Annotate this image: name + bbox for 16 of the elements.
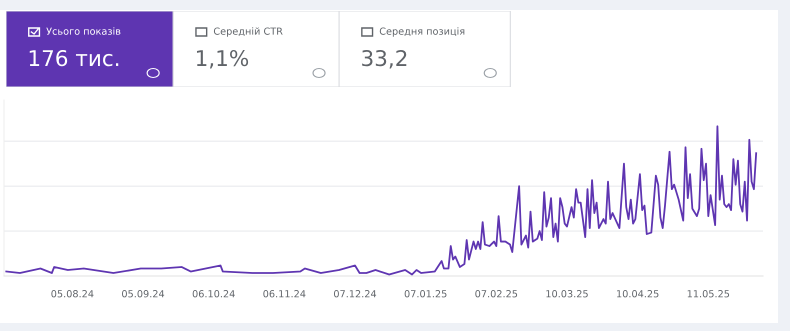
x-tick-label: 11.05.25 [688, 290, 730, 298]
x-tick-label: 06.10.24 [192, 290, 235, 298]
x-tick-label: 10.04.25 [617, 290, 658, 298]
x-tick-label: 07.01.25 [404, 290, 446, 298]
text: 176 тис. [30, 50, 118, 66]
x-tick-label: 05.08.24 [51, 290, 94, 298]
x-tick-label: 06.11.24 [263, 290, 306, 298]
text: Середній CTR [214, 27, 283, 37]
text: 33,2 [362, 50, 406, 68]
x-tick-label: 10.03.25 [546, 290, 588, 298]
x-tick-label: 07.12.24 [334, 290, 376, 298]
text: Усього показів [46, 27, 120, 35]
x-tick-label: 07.02.25 [475, 290, 518, 298]
text: 1,1% [196, 50, 248, 68]
text: Середня позиція [380, 27, 464, 37]
x-tick-label: 05.09.24 [122, 290, 164, 298]
